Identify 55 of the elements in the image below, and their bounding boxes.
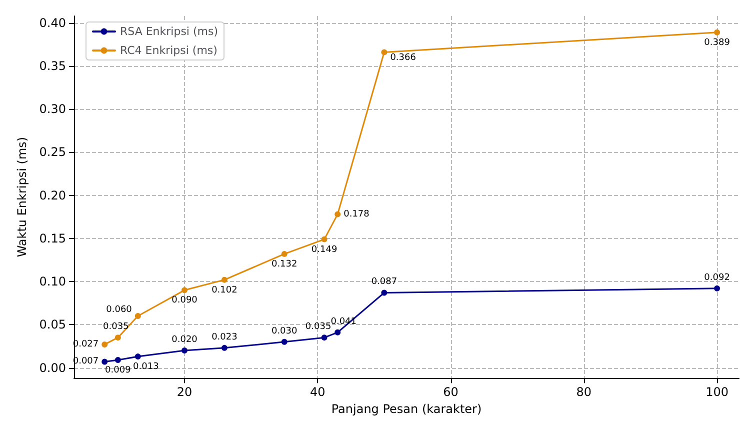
point <box>714 285 720 292</box>
y-tick-label: 0.20 <box>39 188 66 202</box>
point <box>102 341 108 348</box>
data-label: 0.030 <box>271 326 298 336</box>
data-label: 0.013 <box>133 362 159 372</box>
data-label: 0.035 <box>103 322 129 332</box>
point <box>182 348 188 354</box>
data-label: 0.035 <box>305 322 332 332</box>
point <box>321 236 328 242</box>
y-tick-label: 0.10 <box>39 274 66 289</box>
x-tick-label: 60 <box>443 385 458 400</box>
data-label: 0.102 <box>212 285 238 296</box>
point <box>281 338 288 345</box>
y-tick-label: 0.00 <box>39 360 66 375</box>
point <box>321 334 328 341</box>
point <box>221 276 228 283</box>
y-tick-label: 0.25 <box>39 145 66 160</box>
data-label: 0.149 <box>311 244 338 255</box>
data-label: 0.009 <box>105 365 132 376</box>
point <box>114 334 121 341</box>
point <box>102 358 108 365</box>
x-tick-label: 20 <box>176 385 192 400</box>
data-label: 0.092 <box>704 272 730 283</box>
y-tick-label: 0.15 <box>39 231 66 246</box>
data-label: 0.366 <box>390 53 416 64</box>
point <box>334 211 341 218</box>
point <box>714 29 720 36</box>
legend-label: RSA Enkripsi (ms) <box>120 25 218 38</box>
y-axis-title: Waktu Enkripsi (ms) <box>15 136 29 258</box>
point <box>334 329 341 336</box>
y-tick-label: 0.30 <box>39 102 66 116</box>
point <box>134 354 141 360</box>
y-tick-label: 0.05 <box>39 318 66 332</box>
y-tick-label: 0.35 <box>39 59 66 74</box>
data-label: 0.020 <box>172 335 198 346</box>
point <box>114 356 121 363</box>
data-label: 0.178 <box>344 209 370 220</box>
point <box>381 290 388 296</box>
legend-label: RC4 Enkripsi (ms) <box>120 44 218 57</box>
point <box>134 313 141 320</box>
x-axis-title: Panjang Pesan (karakter) <box>331 402 482 416</box>
point <box>221 344 228 351</box>
x-tick-label: 40 <box>310 385 326 400</box>
data-label: 0.132 <box>271 259 298 270</box>
x-tick-label: 80 <box>576 385 592 400</box>
data-label: 0.389 <box>704 38 730 48</box>
point <box>381 49 388 56</box>
point <box>281 250 288 257</box>
x-tick-label: 100 <box>706 385 728 400</box>
y-tick-label: 0.40 <box>39 16 66 30</box>
data-label: 0.090 <box>172 296 198 306</box>
data-label: 0.087 <box>371 277 398 288</box>
point <box>182 287 188 294</box>
data-label: 0.023 <box>212 332 238 342</box>
data-label: 0.060 <box>106 305 132 316</box>
